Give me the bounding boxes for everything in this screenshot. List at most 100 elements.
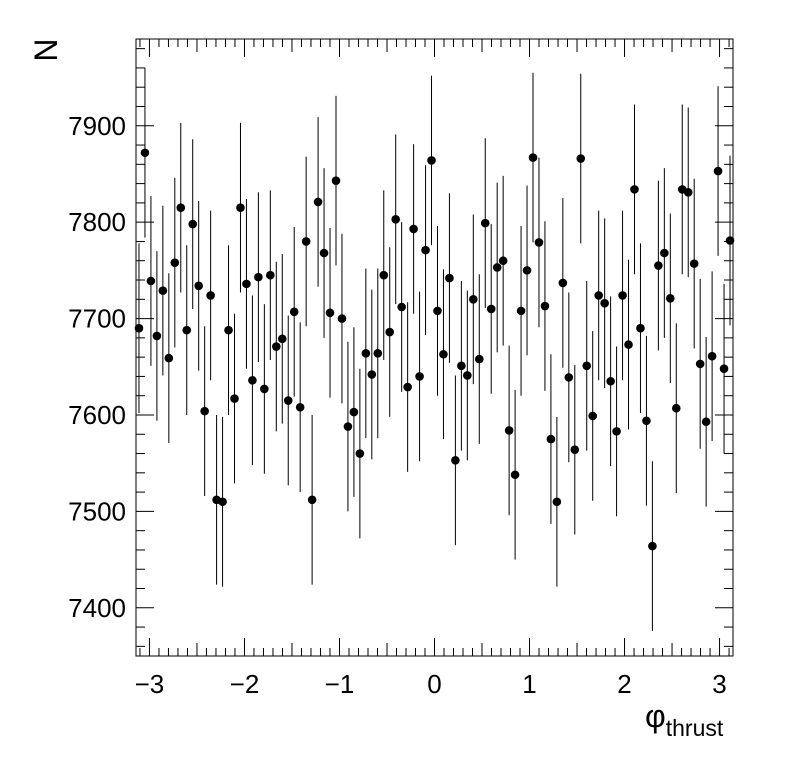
data-point [254, 272, 263, 282]
data-point [725, 236, 735, 245]
data-point [510, 470, 520, 480]
data-point [260, 384, 269, 394]
data-point [248, 375, 257, 385]
data-point [242, 279, 251, 289]
data-point [176, 203, 186, 213]
data-point [236, 203, 245, 213]
data-point [170, 258, 180, 267]
data-point [164, 353, 174, 363]
data-point [719, 364, 729, 374]
data-point [463, 371, 472, 380]
data-point [134, 323, 144, 333]
y-tick-label: 7400 [68, 593, 126, 623]
data-point [158, 286, 168, 295]
data-point [319, 248, 329, 258]
data-point [451, 455, 460, 465]
x-tick-label: 2 [617, 669, 631, 699]
data-point [564, 373, 574, 382]
y-tick-label: 7600 [68, 400, 126, 430]
data-points [134, 148, 735, 551]
data-point [474, 354, 484, 364]
data-point [707, 351, 717, 361]
data-point [218, 497, 227, 507]
data-point [594, 291, 603, 300]
data-point [606, 376, 615, 386]
plot-frame [135, 38, 734, 657]
data-point [385, 327, 395, 337]
data-point [271, 342, 281, 351]
data-point [701, 417, 711, 427]
y-tick-label: 7800 [68, 207, 126, 237]
data-point [713, 166, 723, 176]
data-point [654, 261, 663, 270]
data-point [230, 394, 239, 403]
data-point [433, 306, 442, 316]
data-point [648, 541, 657, 551]
data-point [152, 331, 162, 341]
data-point [671, 403, 681, 413]
data-point [689, 259, 699, 268]
data-point [516, 306, 526, 316]
data-point [576, 154, 586, 163]
data-point [504, 426, 514, 435]
x-tick-label: 3 [712, 669, 726, 699]
data-point [283, 396, 293, 405]
data-point [355, 449, 365, 458]
data-point [570, 445, 580, 454]
data-point [492, 263, 502, 272]
data-point [403, 382, 412, 392]
x-axis-title-subscript: thrust [666, 715, 724, 741]
data-point [642, 416, 651, 426]
data-point [540, 301, 550, 311]
error-bars [138, 67, 731, 631]
x-tick-label: 0 [427, 669, 441, 699]
data-point [480, 218, 490, 228]
x-axis-title-symbol: φ [645, 698, 666, 734]
data-point [415, 372, 424, 381]
data-point [469, 294, 478, 304]
data-point [588, 411, 598, 421]
data-point [498, 256, 508, 266]
x-tick-label: −2 [230, 669, 260, 699]
data-point [200, 406, 209, 416]
x-tick-label: −1 [325, 669, 355, 699]
data-point [552, 497, 562, 507]
data-point [528, 153, 538, 162]
data-point [307, 495, 317, 505]
data-point [666, 294, 675, 303]
data-point [445, 273, 454, 283]
data-point [289, 307, 299, 317]
data-point [683, 187, 693, 197]
data-point [624, 340, 633, 349]
data-point [397, 302, 406, 312]
data-point [337, 314, 347, 323]
data-point [421, 245, 430, 255]
data-point [427, 156, 436, 165]
x-tick-label: 1 [522, 669, 536, 699]
y-tick-label: 7500 [68, 496, 126, 526]
data-point [140, 148, 150, 158]
x-tick-label: −3 [135, 669, 165, 699]
y-axis-title: N [28, 38, 64, 61]
data-point [486, 304, 496, 314]
data-point [439, 349, 448, 359]
y-tick-label: 7900 [68, 111, 126, 141]
data-point [636, 323, 645, 333]
data-point [373, 348, 383, 358]
data-point [522, 266, 532, 275]
data-point [206, 291, 215, 300]
data-point [695, 359, 705, 369]
data-point [546, 434, 556, 444]
data-point [618, 291, 627, 300]
data-point [457, 361, 466, 371]
data-point [367, 370, 377, 379]
data-point [146, 276, 156, 286]
axis-ticks [136, 39, 733, 656]
data-point [600, 298, 609, 308]
y-tick-labels: 7400 7500 7600 7700 7800 7900 [68, 111, 126, 623]
data-point [349, 407, 359, 417]
data-point [379, 270, 389, 280]
data-point [343, 422, 353, 431]
data-point [391, 214, 400, 224]
